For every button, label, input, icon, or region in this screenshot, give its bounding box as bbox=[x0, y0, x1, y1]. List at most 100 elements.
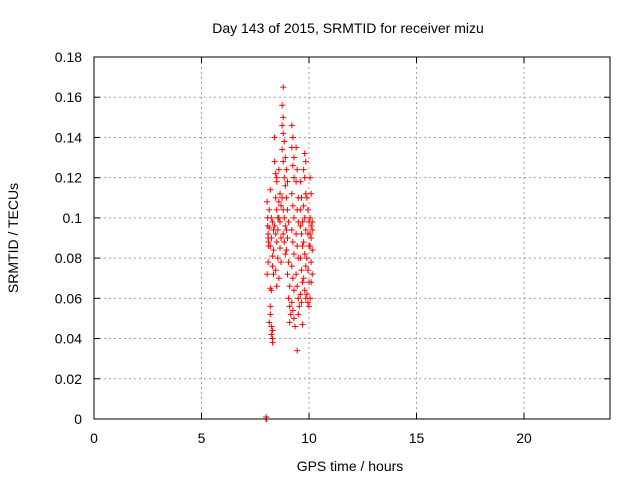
data-point bbox=[287, 311, 294, 318]
data-point bbox=[306, 303, 312, 310]
data-point bbox=[268, 235, 275, 241]
y-tick-label: 0.08 bbox=[55, 250, 82, 266]
data-point bbox=[281, 174, 288, 181]
data-point bbox=[300, 275, 307, 282]
data-point bbox=[269, 339, 276, 346]
data-point bbox=[278, 259, 285, 266]
data-point bbox=[279, 122, 286, 129]
data-point bbox=[272, 230, 279, 237]
data-point bbox=[267, 311, 274, 318]
data-point bbox=[288, 299, 295, 306]
data-point bbox=[283, 166, 290, 173]
data-point bbox=[284, 206, 291, 213]
data-point bbox=[300, 202, 307, 209]
data-point bbox=[307, 230, 314, 237]
data-point bbox=[279, 146, 286, 153]
data-point bbox=[302, 263, 309, 270]
data-points bbox=[263, 84, 316, 422]
data-point bbox=[278, 235, 285, 241]
data-point bbox=[268, 287, 275, 294]
data-point bbox=[283, 247, 290, 254]
x-tick-label: 20 bbox=[516, 430, 532, 446]
data-point bbox=[308, 279, 315, 286]
data-point bbox=[269, 327, 276, 334]
data-point bbox=[266, 319, 273, 326]
data-point bbox=[288, 263, 295, 270]
data-point bbox=[285, 218, 292, 225]
data-point bbox=[264, 271, 271, 278]
data-point bbox=[293, 230, 300, 237]
data-point bbox=[301, 287, 308, 294]
data-point bbox=[285, 259, 292, 266]
data-point bbox=[307, 295, 314, 302]
data-point bbox=[284, 178, 291, 185]
data-point bbox=[275, 214, 282, 221]
data-point bbox=[295, 295, 302, 302]
data-point bbox=[303, 291, 310, 298]
data-point bbox=[289, 275, 296, 282]
data-point bbox=[280, 158, 287, 165]
data-point bbox=[299, 243, 306, 250]
x-tick-label: 10 bbox=[301, 430, 317, 446]
data-point bbox=[299, 321, 306, 328]
y-tick-label: 0.06 bbox=[55, 290, 82, 306]
data-point bbox=[269, 218, 276, 225]
y-tick-label: 0 bbox=[74, 411, 82, 427]
data-point bbox=[303, 255, 310, 262]
data-point bbox=[308, 190, 315, 197]
data-point bbox=[300, 239, 307, 246]
data-point bbox=[266, 206, 273, 213]
data-point bbox=[298, 267, 305, 274]
data-point bbox=[273, 206, 280, 213]
data-point bbox=[302, 190, 309, 197]
data-point bbox=[297, 291, 304, 298]
data-point bbox=[286, 319, 293, 326]
data-point bbox=[274, 226, 281, 233]
y-tick-label: 0.16 bbox=[55, 89, 82, 105]
data-point bbox=[286, 283, 293, 290]
data-point bbox=[275, 275, 282, 282]
data-point bbox=[307, 243, 314, 250]
x-axis-label: GPS time / hours bbox=[297, 458, 404, 474]
data-point bbox=[280, 130, 287, 137]
data-point bbox=[281, 239, 288, 246]
y-axis-label: SRMTID / TECUs bbox=[5, 183, 21, 293]
data-point bbox=[304, 206, 311, 213]
data-point bbox=[301, 174, 308, 181]
data-point bbox=[273, 178, 280, 185]
data-point bbox=[286, 303, 293, 310]
chart-title: Day 143 of 2015, SRMTID for receiver miz… bbox=[212, 20, 484, 36]
data-point bbox=[267, 303, 274, 310]
data-point bbox=[269, 253, 276, 260]
data-point bbox=[267, 186, 274, 193]
data-point bbox=[307, 214, 314, 221]
y-tick-label: 0.04 bbox=[55, 331, 82, 347]
data-point bbox=[265, 259, 272, 266]
data-point bbox=[300, 166, 307, 173]
data-point bbox=[309, 247, 316, 254]
data-point bbox=[278, 202, 285, 209]
data-point bbox=[289, 239, 296, 246]
data-point bbox=[281, 214, 288, 221]
data-point bbox=[309, 226, 316, 233]
data-point bbox=[304, 299, 311, 306]
x-tick-label: 0 bbox=[90, 430, 98, 446]
data-point bbox=[294, 283, 301, 290]
x-tick-label: 5 bbox=[198, 430, 206, 446]
data-point bbox=[284, 271, 291, 278]
y-tick-label: 0.18 bbox=[55, 49, 82, 65]
data-point bbox=[299, 279, 306, 286]
data-point bbox=[276, 245, 283, 252]
data-point bbox=[280, 230, 287, 237]
data-point bbox=[292, 323, 299, 330]
data-point bbox=[298, 299, 305, 306]
data-point bbox=[276, 190, 283, 197]
data-point bbox=[271, 222, 278, 229]
data-point bbox=[289, 134, 296, 141]
data-point bbox=[289, 202, 296, 209]
y-tick-label: 0.14 bbox=[55, 129, 82, 145]
data-point bbox=[272, 170, 279, 177]
plot-area-frame bbox=[93, 56, 611, 420]
data-point bbox=[290, 154, 297, 161]
data-point bbox=[283, 194, 290, 201]
